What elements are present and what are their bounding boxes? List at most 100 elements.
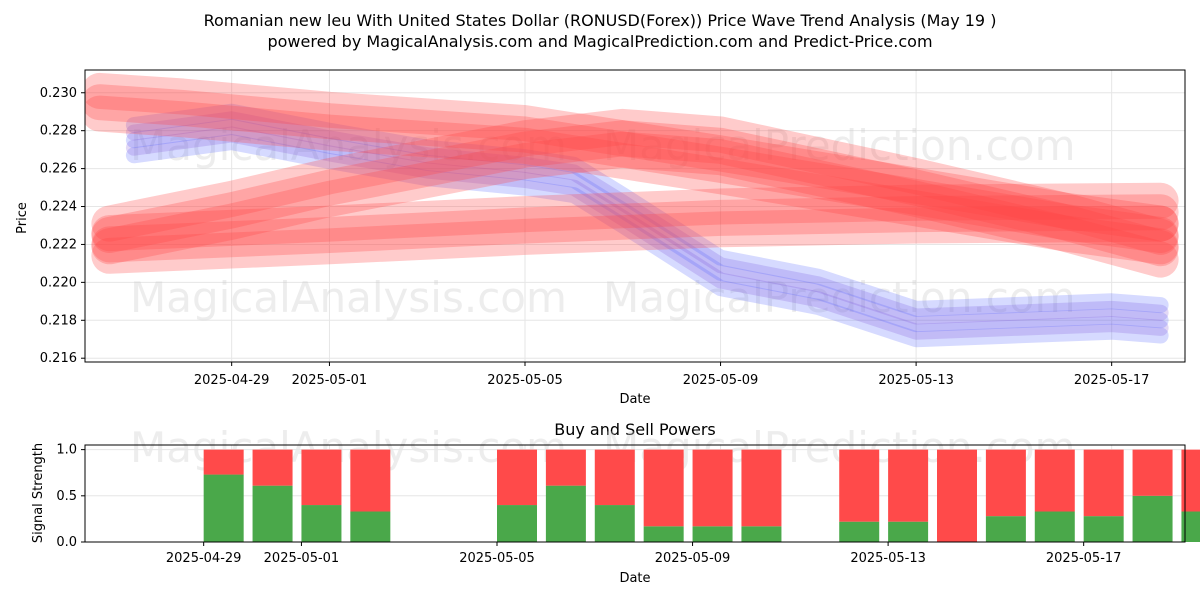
series-2-band-1 <box>91 120 1179 267</box>
price-xtick-label-3: 2025-05-09 <box>683 373 759 388</box>
watermark-prediction-bottom: MagicalPrediction.com <box>603 273 1076 322</box>
price-xtick-label-4: 2025-05-13 <box>878 373 954 388</box>
price-x-ticks: 2025-04-29 2025-05-01 2025-05-05 2025-05-09… <box>194 362 1150 388</box>
price-ytick-label-1: 0.218 <box>40 313 77 328</box>
sell-bar-2025-05-15 <box>985 449 1026 517</box>
series-1-band-2 <box>85 72 1179 242</box>
price-ytick-label-6: 0.228 <box>40 124 77 139</box>
price-xtick-label-2: 2025-05-05 <box>487 373 563 388</box>
series-1 <box>85 72 1179 265</box>
price-ytick-label-4: 0.224 <box>40 200 77 215</box>
series-3-band-1 <box>91 194 1179 263</box>
price-ytick-label-7: 0.230 <box>40 86 77 101</box>
sell-bar-2025-05-05 <box>497 449 537 506</box>
power-xtick-label-5: 2025-05-17 <box>1046 551 1122 566</box>
price-axes-frame <box>84 69 1186 363</box>
price-xtick-label-5: 2025-05-17 <box>1074 373 1150 388</box>
power-x-ticks: 2025-04-29 2025-05-01 2025-05-05 2025-05-09… <box>166 542 1122 566</box>
price-ytick-label-2: 0.220 <box>40 275 77 290</box>
series-2 <box>91 108 1179 278</box>
buy-bar-2025-05-08 <box>643 526 684 542</box>
buy-bar-2025-05-02 <box>350 511 391 542</box>
sell-bar-2025-05-16 <box>1034 449 1075 512</box>
series-0-band-2 <box>125 118 1169 333</box>
buy-bar-2025-05-18 <box>1132 495 1173 542</box>
series-2-band-0 <box>91 131 1179 278</box>
power-ytick-label-0: 0.0 <box>56 535 77 550</box>
watermark-analysis-power: MagicalAnalysis.com <box>130 423 567 472</box>
series-0 <box>125 103 1169 348</box>
power-xtick-label-4: 2025-05-13 <box>850 551 926 566</box>
power-axes-frame <box>84 444 1186 543</box>
sell-bar-2025-05-02 <box>350 449 391 512</box>
power-xtick-label-3: 2025-05-09 <box>655 551 731 566</box>
price-chart: MagicalAnalysis.com MagicalPrediction.co… <box>15 69 1186 407</box>
price-xtick-label-0: 2025-04-29 <box>194 373 270 388</box>
power-chart-title: Buy and Sell Powers <box>554 420 716 439</box>
sell-bar-2025-05-10 <box>741 449 782 527</box>
price-y-ticks: 0.216 0.218 0.220 0.222 0.224 0.226 0.228 0.230 <box>40 86 85 366</box>
price-x-label: Date <box>619 392 650 407</box>
power-chart: Buy and Sell Powers MagicalAnalysis.com … <box>31 420 1200 586</box>
buy-bar-2025-05-16 <box>1034 511 1075 542</box>
power-ytick-label-2: 1.0 <box>56 443 77 458</box>
buy-bar-2025-05-06 <box>545 485 586 542</box>
buy-bar-2025-05-13 <box>888 521 929 542</box>
power-bars <box>203 449 1200 542</box>
sell-bar-2025-05-07 <box>594 449 635 506</box>
price-ytick-label-3: 0.222 <box>40 237 77 252</box>
buy-bar-2025-05-05 <box>497 505 537 542</box>
series-1-band-1 <box>85 84 1179 253</box>
price-ytick-label-0: 0.216 <box>40 351 77 366</box>
chart-title: Romanian new leu With United States Doll… <box>204 11 997 30</box>
power-x-label: Date <box>619 571 650 586</box>
buy-bar-2025-05-12 <box>839 521 880 542</box>
sell-bar-2025-05-14 <box>937 449 977 542</box>
power-ytick-label-1: 0.5 <box>56 489 77 504</box>
series-0-band-4 <box>125 103 1169 317</box>
sell-bar-2025-05-08 <box>643 449 684 527</box>
buy-bar-2025-05-01 <box>301 505 342 542</box>
watermark-analysis-bottom: MagicalAnalysis.com <box>130 273 567 322</box>
buy-bar-2025-05-17 <box>1083 516 1124 542</box>
series-1-band-0 <box>85 95 1179 265</box>
buy-bar-2025-04-30 <box>252 485 293 542</box>
power-y-ticks: 0.0 0.5 1.0 <box>56 443 85 550</box>
buy-bar-2025-05-19 <box>1181 511 1200 542</box>
price-watermarks: MagicalAnalysis.com MagicalPrediction.co… <box>130 121 1076 322</box>
series-3 <box>91 182 1179 274</box>
series-0-band-3 <box>125 111 1169 325</box>
series-0-band-0 <box>125 134 1169 348</box>
series-3-band-0 <box>91 205 1179 274</box>
buy-bar-2025-05-10 <box>741 526 782 542</box>
sell-bar-2025-05-12 <box>839 449 880 522</box>
price-plot-area <box>85 70 1185 362</box>
price-xtick-label-1: 2025-05-01 <box>292 373 368 388</box>
sell-bar-2025-04-30 <box>252 449 293 486</box>
sell-bar-2025-05-01 <box>301 449 342 506</box>
power-xtick-label-2: 2025-05-05 <box>459 551 535 566</box>
power-xtick-label-0: 2025-04-29 <box>166 551 242 566</box>
series-0-band-1 <box>125 126 1169 340</box>
buy-bar-2025-05-15 <box>985 516 1026 542</box>
chart-subtitle: powered by MagicalAnalysis.com and Magic… <box>267 32 932 51</box>
sell-bar-2025-05-18 <box>1132 449 1173 496</box>
power-xtick-label-1: 2025-05-01 <box>264 551 340 566</box>
sell-bar-2025-05-17 <box>1083 449 1124 517</box>
price-series <box>85 72 1179 348</box>
price-grid <box>85 70 1185 362</box>
power-y-label: Signal Strength <box>31 443 46 543</box>
watermark-prediction-top: MagicalPrediction.com <box>603 121 1076 170</box>
sell-bar-2025-05-09 <box>692 449 733 527</box>
series-3-band-2 <box>91 182 1179 252</box>
price-ytick-label-5: 0.226 <box>40 162 77 177</box>
buy-bar-2025-04-29 <box>203 474 244 542</box>
buy-bar-2025-05-09 <box>692 526 733 542</box>
sell-bar-2025-04-29 <box>203 449 244 475</box>
sell-bar-2025-05-06 <box>545 449 586 486</box>
sell-bar-2025-05-13 <box>888 449 929 522</box>
price-y-label: Price <box>15 202 30 234</box>
sell-bar-2025-05-19 <box>1181 449 1200 512</box>
buy-bar-2025-05-07 <box>594 505 635 542</box>
